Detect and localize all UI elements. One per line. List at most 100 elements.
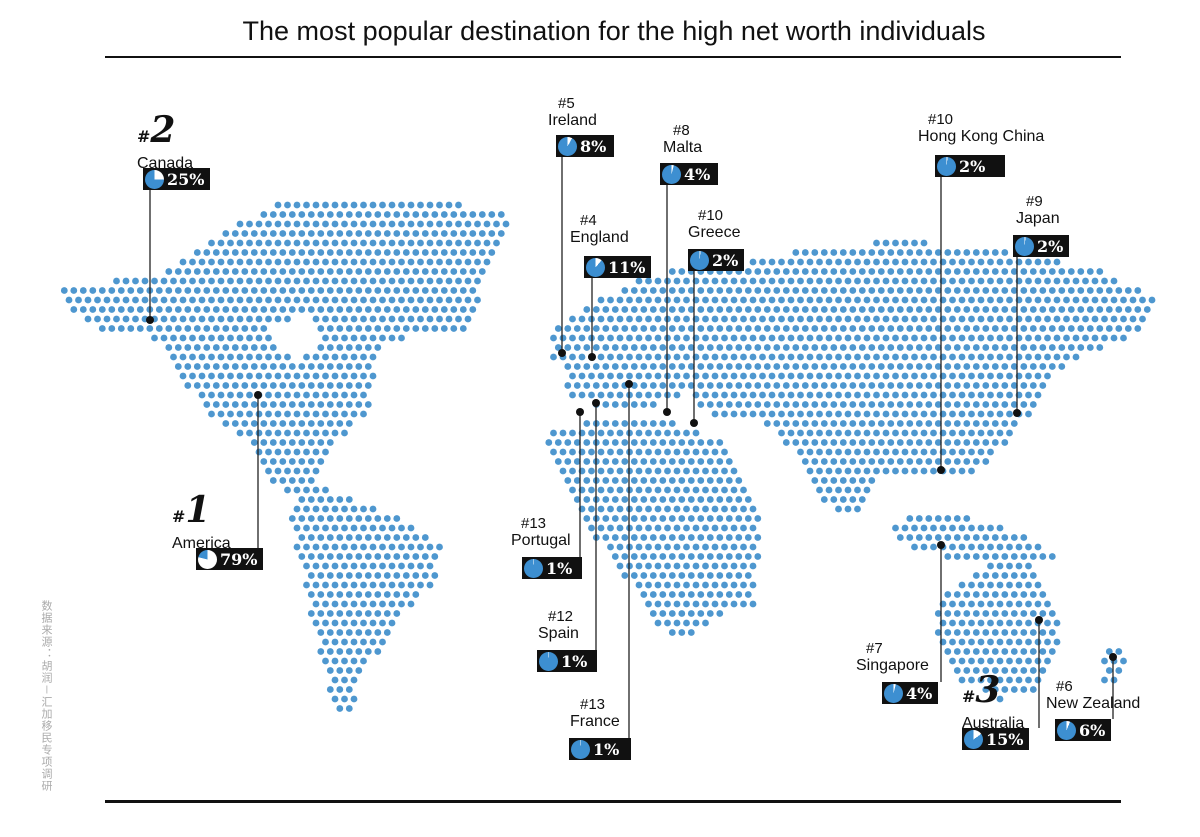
map-dot <box>607 543 614 551</box>
map-dot <box>312 619 320 627</box>
map-dot <box>830 306 838 313</box>
map-dot <box>839 401 847 408</box>
map-dot <box>972 363 980 370</box>
map-dot <box>374 610 382 617</box>
map-dot <box>906 458 914 465</box>
map-dot <box>649 306 657 313</box>
map-dot <box>222 363 230 370</box>
map-dot <box>113 296 120 304</box>
map-dot <box>1010 610 1018 617</box>
map-dot <box>288 458 296 465</box>
map-dot <box>279 287 287 294</box>
map-dot <box>322 410 329 418</box>
map-dot <box>265 467 272 475</box>
map-dot <box>464 258 472 266</box>
map-dot <box>706 534 714 541</box>
map-dot <box>673 505 681 513</box>
callout-france: #13 France <box>570 696 620 731</box>
map-dot <box>402 306 410 313</box>
map-dot <box>436 296 443 304</box>
map-dot <box>825 372 833 380</box>
map-dot <box>583 477 591 484</box>
map-dot <box>697 591 705 598</box>
map-dot <box>417 277 424 285</box>
map-dot <box>236 258 244 266</box>
map-dot <box>1034 600 1042 608</box>
map-dot <box>877 306 885 313</box>
map-dot <box>711 524 719 532</box>
map-dot <box>616 372 624 380</box>
map-dot <box>887 249 895 256</box>
map-dot <box>645 353 652 361</box>
map-dot <box>968 277 975 285</box>
map-dot <box>787 296 795 304</box>
map-dot <box>307 572 315 579</box>
map-dot <box>336 496 344 503</box>
map-dot <box>1020 534 1028 541</box>
map-dot <box>868 325 876 332</box>
map-dot <box>583 363 591 370</box>
map-dot <box>968 676 975 684</box>
map-dot <box>649 610 657 617</box>
map-dot <box>312 277 320 285</box>
map-dot <box>678 591 686 598</box>
map-dot <box>1067 344 1075 351</box>
map-dot <box>863 315 871 323</box>
map-dot <box>906 287 914 294</box>
location-pin-australia <box>1035 616 1043 624</box>
map-dot <box>113 277 120 285</box>
map-dot <box>189 334 196 342</box>
map-dot <box>630 496 638 503</box>
map-dot <box>711 486 719 494</box>
map-dot <box>958 448 966 456</box>
map-dot <box>934 344 942 351</box>
map-dot <box>369 239 377 247</box>
map-dot <box>839 287 847 294</box>
map-dot <box>1010 306 1018 313</box>
map-dot <box>887 401 895 408</box>
map-dot <box>887 287 895 294</box>
location-pin-singapore <box>937 541 945 549</box>
map-dot <box>597 448 605 456</box>
map-dot <box>597 296 605 304</box>
map-dot <box>288 268 296 275</box>
map-dot <box>654 334 662 342</box>
map-dot <box>611 477 619 484</box>
map-dot <box>673 543 681 551</box>
map-dot <box>398 315 405 323</box>
rank-hash: # <box>172 507 186 526</box>
map-dot <box>740 372 747 380</box>
map-dot <box>388 334 396 342</box>
map-dot <box>355 363 363 370</box>
map-dot <box>744 287 752 294</box>
map-dot <box>982 344 990 351</box>
map-dot <box>1015 543 1023 551</box>
map-dot <box>925 439 933 446</box>
map-dot <box>588 505 595 513</box>
map-dot <box>298 515 306 522</box>
map-dot <box>583 382 591 389</box>
map-dot <box>778 391 785 399</box>
map-dot <box>687 382 695 389</box>
map-dot <box>1039 363 1047 370</box>
map-dot <box>607 486 614 494</box>
map-dot <box>1082 315 1089 323</box>
map-dot <box>174 363 182 370</box>
map-dot <box>963 648 971 655</box>
map-dot <box>364 249 372 256</box>
map-dot <box>616 296 624 304</box>
share-percent: 15% <box>986 729 1024 749</box>
map-dot <box>635 296 643 304</box>
map-dot <box>288 230 296 237</box>
map-dot <box>835 277 842 285</box>
map-dot <box>1086 325 1094 332</box>
map-dot <box>944 458 952 465</box>
map-dot <box>360 315 367 323</box>
map-dot <box>721 467 728 475</box>
map-dot <box>763 382 771 389</box>
map-dot <box>863 296 871 304</box>
map-dot <box>816 448 823 456</box>
map-dot <box>1025 543 1032 551</box>
map-dot <box>1120 657 1127 665</box>
map-dot <box>640 534 648 541</box>
